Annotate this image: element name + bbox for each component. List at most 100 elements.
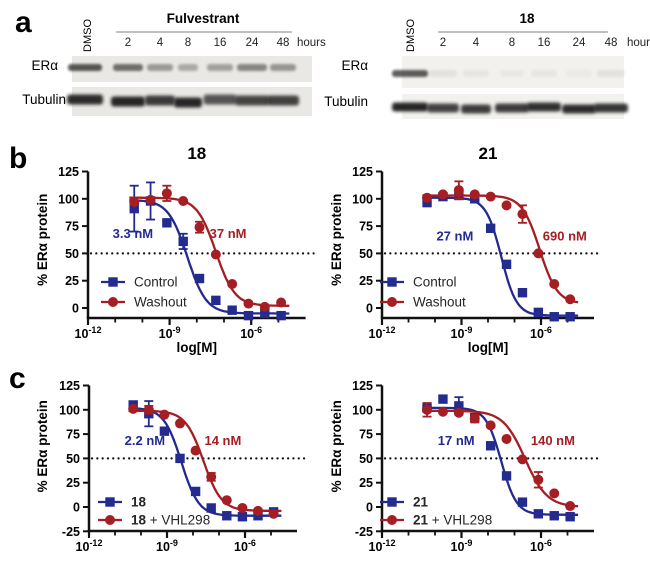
protein-band: [500, 70, 524, 77]
panel-b-label: b: [9, 142, 28, 175]
data-point: [533, 509, 544, 519]
data-point: [453, 407, 464, 418]
timepoint-label: 24: [573, 37, 586, 49]
y-tick-label: -25: [62, 525, 80, 539]
legend-entry: Washout: [413, 295, 466, 310]
data-point: [565, 512, 575, 522]
protein-band: [597, 70, 625, 77]
data-point: [178, 195, 189, 206]
fit-curve: [129, 196, 290, 307]
y-axis-label: % ERα protein: [35, 194, 50, 286]
y-tick-label: 50: [66, 452, 80, 466]
legend-marker: [105, 515, 115, 525]
y-tick-label: 25: [65, 274, 79, 288]
row-label: Tubulin: [22, 92, 66, 107]
data-point: [437, 406, 448, 417]
y-tick-label: -25: [355, 525, 373, 539]
chart-title: 21: [479, 144, 498, 163]
x-tick-label: 10-12: [369, 325, 396, 341]
timepoint-label: 24: [246, 37, 259, 49]
data-point: [237, 502, 248, 513]
data-point: [533, 307, 544, 318]
y-tick-label: 125: [58, 165, 79, 179]
data-point: [517, 454, 528, 465]
data-point: [222, 511, 232, 521]
data-point: [175, 418, 185, 429]
y-tick-label: 125: [352, 379, 373, 393]
data-point: [485, 191, 496, 202]
y-tick-label: 0: [72, 302, 79, 316]
x-tick-label: 10-12: [369, 538, 396, 554]
x-tick-label: 10-6: [530, 325, 552, 341]
data-point: [259, 301, 270, 312]
data-point: [533, 248, 544, 259]
data-point: [194, 222, 205, 233]
y-tick-label: 50: [359, 452, 373, 466]
legend-entry: 18: [131, 495, 147, 510]
data-point: [485, 223, 496, 233]
legend-entry: Washout: [134, 295, 187, 310]
data-point: [206, 471, 217, 482]
er-alpha-blot-row: [68, 56, 312, 82]
data-point: [438, 394, 448, 404]
data-point: [469, 413, 480, 424]
y-tick-label: 0: [73, 501, 80, 515]
y-tick-label: 125: [352, 165, 373, 179]
chart-title: 18: [187, 144, 206, 163]
x-tick-label: 10-9: [451, 325, 473, 341]
timepoint-label: 8: [185, 37, 191, 49]
protein-band: [562, 104, 596, 114]
data-point: [501, 200, 512, 211]
data-point: [454, 401, 464, 411]
series-18-+-vhl298: [128, 403, 282, 519]
compound-18-blot: 18DMSO248162448hoursERαTubulin: [324, 11, 650, 119]
panel-c-label: c: [9, 362, 26, 395]
protein-band: [68, 64, 102, 71]
protein-band: [427, 103, 459, 113]
y-axis-label: % ERα protein: [35, 400, 50, 492]
data-point: [549, 312, 559, 322]
protein-band: [527, 102, 561, 112]
fit-curve: [422, 406, 579, 516]
data-point: [162, 218, 172, 228]
tubulin-blot-row: [392, 94, 628, 119]
legend-entry: 21 + VHL298: [413, 513, 492, 528]
data-point: [129, 203, 139, 214]
y-tick-label: 75: [359, 428, 373, 442]
data-point: [221, 495, 232, 506]
protein-band: [566, 70, 592, 77]
data-point: [485, 441, 496, 451]
y-tick-label: 25: [359, 476, 373, 490]
y-axis-label: % ERα protein: [330, 194, 344, 286]
y-tick-label: 75: [65, 220, 79, 234]
data-point: [549, 278, 560, 289]
treatment-label: 18: [519, 11, 535, 26]
legend-marker: [105, 497, 115, 507]
protein-band: [495, 103, 529, 113]
legend-marker: [387, 277, 397, 287]
y-tick-label: 75: [66, 428, 80, 442]
data-point: [501, 433, 512, 444]
data-point: [276, 297, 287, 308]
x-axis-label: log[M]: [177, 340, 217, 355]
protein-band: [145, 95, 175, 106]
data-point: [175, 453, 185, 464]
x-tick-label: 10-6: [530, 538, 552, 554]
timepoint-label: 2: [440, 37, 446, 49]
protein-band: [113, 64, 143, 71]
row-label: ERα: [341, 58, 368, 73]
legend-entry: 21: [413, 495, 429, 510]
data-point: [453, 185, 464, 196]
ic50-label: 37 nM: [210, 226, 247, 241]
series-control: [129, 181, 290, 321]
timepoint-label: 16: [538, 37, 551, 49]
data-point: [276, 310, 286, 321]
series-21-+-vhl298: [422, 402, 579, 512]
data-point: [565, 294, 576, 305]
data-point: [243, 298, 254, 309]
data-point: [517, 497, 528, 507]
protein-band: [267, 95, 299, 106]
data-point: [268, 508, 279, 519]
